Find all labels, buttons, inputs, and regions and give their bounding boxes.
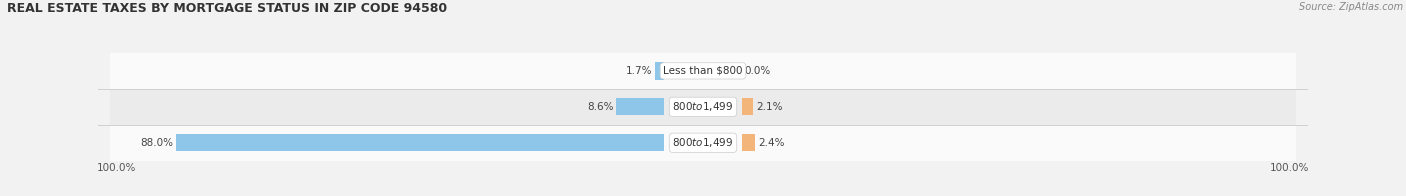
Text: 2.1%: 2.1%: [756, 102, 783, 112]
Text: REAL ESTATE TAXES BY MORTGAGE STATUS IN ZIP CODE 94580: REAL ESTATE TAXES BY MORTGAGE STATUS IN …: [7, 2, 447, 15]
Text: $800 to $1,499: $800 to $1,499: [672, 136, 734, 149]
Bar: [110, 53, 1296, 89]
Bar: [110, 89, 1296, 125]
Bar: [655, 62, 664, 80]
Bar: [742, 134, 755, 151]
Text: Less than $800: Less than $800: [664, 66, 742, 76]
Text: Source: ZipAtlas.com: Source: ZipAtlas.com: [1299, 2, 1403, 12]
Bar: [176, 134, 664, 151]
Text: 0.0%: 0.0%: [745, 66, 770, 76]
Text: 88.0%: 88.0%: [141, 138, 173, 148]
Text: 8.6%: 8.6%: [588, 102, 613, 112]
Text: 1.7%: 1.7%: [626, 66, 652, 76]
Text: 2.4%: 2.4%: [758, 138, 785, 148]
Bar: [616, 98, 664, 115]
Bar: [110, 125, 1296, 161]
Text: $800 to $1,499: $800 to $1,499: [672, 100, 734, 113]
Bar: [742, 98, 754, 115]
